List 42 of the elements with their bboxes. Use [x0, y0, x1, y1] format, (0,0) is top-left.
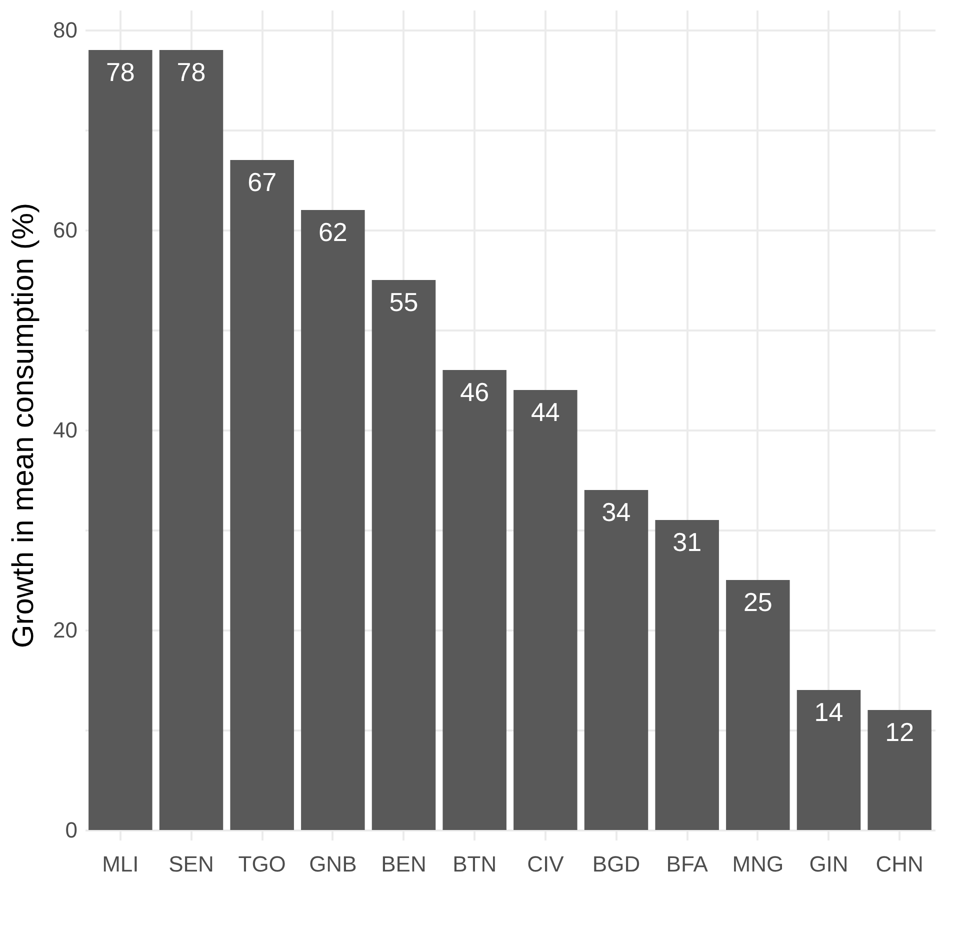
bar: [655, 520, 719, 830]
data-label: 34: [602, 497, 631, 527]
y-axis-title: Growth in mean consumption (%): [7, 202, 40, 648]
x-tick-label: CHN: [876, 852, 924, 876]
data-label: 14: [814, 697, 844, 727]
data-label: 62: [318, 217, 348, 247]
x-tick-label: BGD: [592, 852, 640, 876]
bar: [726, 580, 790, 830]
data-label: 44: [530, 397, 560, 427]
x-tick-label: CIV: [527, 852, 564, 876]
bar: [301, 210, 365, 830]
x-tick-label: GNB: [309, 852, 357, 876]
y-tick-label: 20: [53, 618, 78, 642]
x-tick-label: BEN: [381, 852, 426, 876]
x-tick-label: TGO: [238, 852, 286, 876]
bar: [372, 280, 436, 830]
data-label: 78: [106, 57, 135, 87]
y-tick-label: 60: [53, 218, 78, 242]
data-label: 78: [176, 57, 206, 87]
data-label: 31: [672, 527, 702, 557]
x-tick-label: MNG: [732, 852, 784, 876]
bar: [584, 490, 648, 830]
y-tick-label: 40: [53, 418, 78, 442]
x-tick-label: BTN: [452, 852, 497, 876]
data-label: 55: [389, 287, 418, 317]
bar: [868, 710, 932, 830]
data-label: 46: [460, 377, 490, 407]
x-tick-label: MLI: [102, 852, 139, 876]
y-tick-label: 0: [65, 818, 78, 842]
data-label: 12: [885, 717, 914, 747]
bar: [230, 160, 294, 830]
x-tick-label: SEN: [168, 852, 214, 876]
bar: [514, 390, 578, 830]
y-tick-label: 80: [53, 18, 78, 42]
x-tick-label: BFA: [666, 852, 708, 876]
x-tick-label: GIN: [809, 852, 848, 876]
bar: [796, 690, 861, 830]
bar: [442, 370, 506, 830]
bar: [88, 50, 152, 830]
bar: [159, 50, 224, 830]
data-label: 67: [248, 167, 277, 197]
data-label: 25: [743, 587, 772, 617]
